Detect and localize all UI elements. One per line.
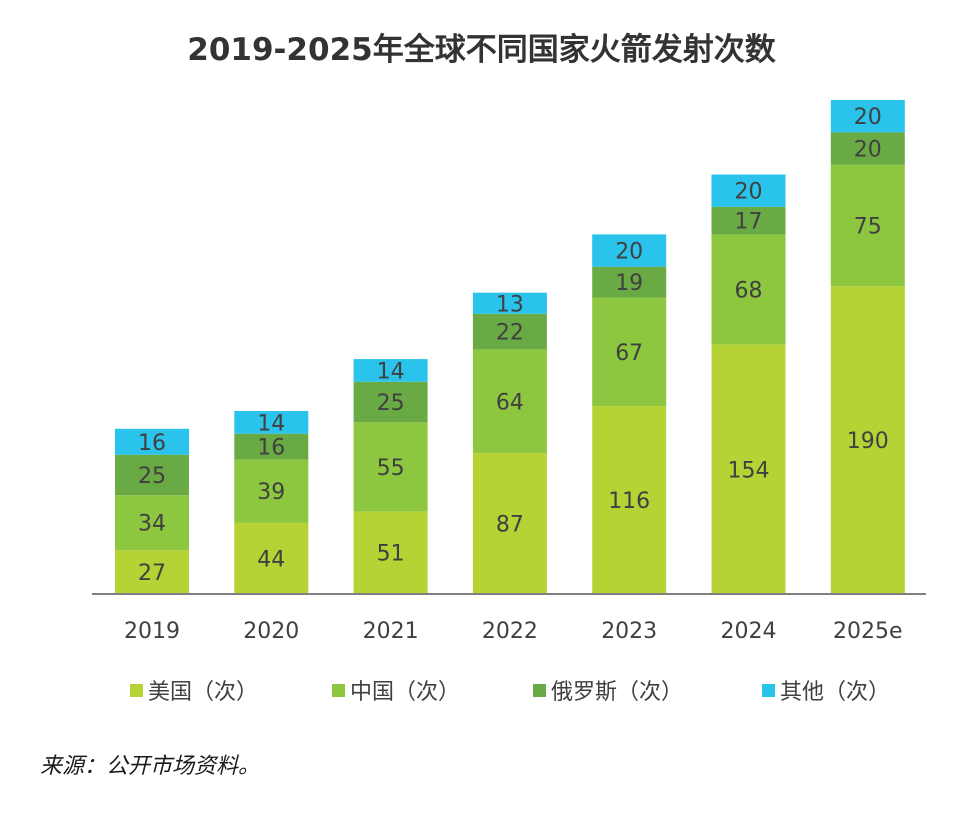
- data-label-2025e-series-0: 190: [847, 429, 889, 454]
- legend-label-3: 其他（次）: [780, 680, 890, 705]
- data-label-2023-series-2: 19: [615, 271, 643, 296]
- data-label-2021-series-0: 51: [377, 542, 405, 567]
- data-label-2020-series-3: 14: [257, 411, 285, 436]
- x-tick-label-2023: 2023: [601, 619, 657, 644]
- data-label-2023-series-3: 20: [615, 240, 643, 265]
- bar-2022-series-0: [472, 453, 547, 594]
- legend-swatch-2: [533, 684, 546, 697]
- bar-2024-series-3: [711, 174, 786, 207]
- bar-2025e-series-3: [830, 100, 905, 133]
- data-label-2023-series-0: 116: [608, 489, 650, 514]
- data-label-2023-series-1: 67: [615, 341, 643, 366]
- legend-label-2: 俄罗斯（次）: [551, 680, 683, 705]
- data-label-2021-series-2: 25: [377, 391, 405, 416]
- bar-2022-series-2: [472, 313, 547, 350]
- source-note: 来源：公开市场资料。: [40, 754, 261, 779]
- data-label-2022-series-1: 64: [496, 390, 524, 415]
- bar-2021-series-0: [353, 511, 428, 594]
- bar-2024-series-2: [711, 206, 786, 235]
- x-tick-label-2020: 2020: [243, 619, 299, 644]
- legend: 美国（次） 中国（次） 俄罗斯（次） 其他（次）: [130, 680, 890, 705]
- bar-2020-series-0: [234, 522, 309, 594]
- bar-2020-series-1: [234, 459, 309, 523]
- bar-2025e-series-0: [830, 286, 905, 594]
- x-tick-label-2021: 2021: [363, 619, 419, 644]
- data-label-2019-series-3: 16: [138, 431, 166, 456]
- bar-2021-series-2: [353, 381, 428, 423]
- x-tick-label-2022: 2022: [482, 619, 538, 644]
- bar-2025e-series-1: [830, 164, 905, 287]
- bar-2019-series-1: [115, 495, 189, 551]
- bar-2022-series-3: [472, 292, 547, 314]
- legend-label-0: 美国（次）: [148, 680, 258, 705]
- chart-title: 2019-2025年全球不同国家火箭发射次数: [187, 32, 776, 68]
- data-label-2025e-series-1: 75: [854, 215, 882, 240]
- x-tick-labels: 2019 2020 2021 2022 2023 2024 2025e: [124, 619, 903, 644]
- bar-2020-series-3: [234, 411, 309, 434]
- data-label-2020-series-2: 16: [257, 436, 285, 461]
- legend-swatch-1: [332, 684, 345, 697]
- data-label-2019-series-2: 25: [138, 464, 166, 489]
- data-label-2019-series-0: 27: [138, 561, 166, 586]
- bar-2023-series-0: [592, 406, 667, 594]
- data-label-2021-series-3: 14: [377, 360, 405, 385]
- bar-2024-series-1: [711, 234, 786, 345]
- bar-2022-series-1: [472, 349, 547, 454]
- legend-label-1: 中国（次）: [350, 680, 460, 705]
- bar-2019-series-0: [115, 550, 189, 594]
- data-label-2024-series-3: 20: [735, 180, 763, 205]
- data-label-2022-series-0: 87: [496, 513, 524, 538]
- data-label-2020-series-1: 39: [257, 480, 285, 505]
- data-label-2021-series-1: 55: [377, 456, 405, 481]
- bar-2021-series-1: [353, 422, 428, 512]
- data-label-2024-series-0: 154: [728, 458, 770, 483]
- data-label-2022-series-3: 13: [496, 292, 524, 317]
- x-tick-label-2025e: 2025e: [833, 619, 903, 644]
- bars-layer: 2734251644391614515525148764221311667192…: [115, 100, 905, 594]
- bar-2020-series-2: [234, 433, 309, 460]
- data-label-2024-series-1: 68: [735, 279, 763, 304]
- bar-2019-series-2: [115, 454, 189, 496]
- legend-swatch-3: [762, 684, 775, 697]
- bar-2023-series-3: [592, 234, 667, 267]
- data-label-2025e-series-3: 20: [854, 105, 882, 130]
- data-label-2022-series-2: 22: [496, 321, 524, 346]
- bar-2025e-series-2: [830, 132, 905, 165]
- bar-2021-series-3: [353, 359, 428, 382]
- data-label-2024-series-2: 17: [735, 210, 763, 235]
- bar-2019-series-3: [115, 428, 189, 455]
- data-label-2019-series-1: 34: [138, 512, 166, 537]
- x-tick-label-2024: 2024: [721, 619, 777, 644]
- data-label-2020-series-0: 44: [257, 547, 285, 572]
- bar-2024-series-0: [711, 344, 786, 594]
- bar-2023-series-2: [592, 266, 667, 298]
- data-label-2025e-series-2: 20: [854, 138, 882, 163]
- legend-swatch-0: [130, 684, 143, 697]
- x-tick-label-2019: 2019: [124, 619, 180, 644]
- bar-2023-series-1: [592, 297, 667, 407]
